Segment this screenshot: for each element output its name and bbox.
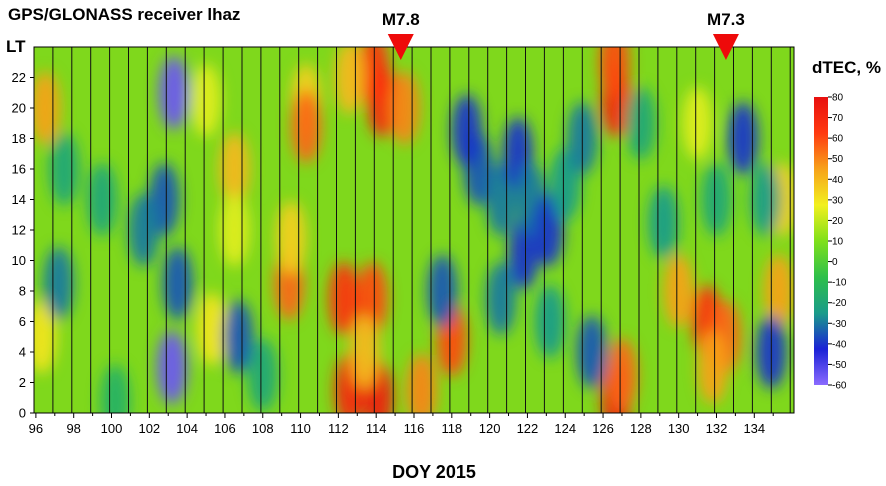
x-tick-label: 122 xyxy=(517,421,539,436)
y-tick-label: 20 xyxy=(12,101,26,116)
colorbar-tick-label: -40 xyxy=(832,339,847,350)
heatmap-feature xyxy=(625,86,657,160)
day-boundary-lines xyxy=(52,47,791,413)
y-tick-label: 16 xyxy=(12,162,26,177)
heatmap-feature xyxy=(34,300,57,374)
colorbar-tick-label: -60 xyxy=(832,381,847,392)
colorbar-tick-label: 30 xyxy=(832,195,844,206)
heatmap-feature xyxy=(451,94,482,168)
earthquake-markers: M7.8 M7.3 xyxy=(382,10,745,60)
heatmap-feature xyxy=(291,89,322,163)
heatmap-feature xyxy=(328,262,360,336)
y-axis-ticks: 0 2 4 6 8 10 12 14 16 18 20 22 xyxy=(12,70,34,421)
heatmap-feature xyxy=(648,185,679,259)
heatmap-feature xyxy=(223,300,254,374)
x-tick-label: 134 xyxy=(743,421,765,436)
heatmap-feature xyxy=(87,162,118,237)
x-tick-label: 112 xyxy=(328,421,349,436)
x-tick-label: 96 xyxy=(29,421,43,436)
x-tick-label: 124 xyxy=(554,421,576,436)
x-tick-label: 100 xyxy=(101,421,123,436)
x-tick-label: 114 xyxy=(366,421,387,436)
colorbar-tick-label: 80 xyxy=(832,93,844,104)
heatmap-feature xyxy=(701,162,732,237)
y-tick-label: 8 xyxy=(19,284,26,299)
heatmap-feature xyxy=(427,254,458,328)
heatmap-feature xyxy=(606,338,638,412)
colorbar xyxy=(814,97,828,385)
heatmap-feature xyxy=(697,330,728,404)
x-tick-label: 116 xyxy=(404,421,425,436)
colorbar-tick-label: 50 xyxy=(832,154,844,165)
heatmap-feature xyxy=(389,71,420,145)
earthquake-marker-icon xyxy=(387,34,414,60)
heatmap-feature xyxy=(682,86,713,160)
heatmap-feature xyxy=(727,101,759,176)
heatmap-feature xyxy=(43,246,74,320)
colorbar-tick-label: -50 xyxy=(832,360,847,371)
heatmap-feature xyxy=(535,284,566,359)
colorbar-tick-label: 40 xyxy=(832,175,844,186)
x-tick-label: 104 xyxy=(176,421,198,436)
colorbar-tick-label: -10 xyxy=(832,278,847,289)
heatmap-feature xyxy=(406,353,437,413)
x-tick-label: 130 xyxy=(668,421,690,436)
heatmap-feature xyxy=(162,246,193,320)
heatmap-feature xyxy=(349,315,380,389)
chart-title: GPS/GLONASS receiver lhaz xyxy=(8,5,240,24)
x-tick-label: 110 xyxy=(290,421,311,436)
heatmap-feature xyxy=(128,193,159,267)
heatmap-feature xyxy=(485,262,517,336)
y-tick-label: 0 xyxy=(19,406,26,421)
colorbar-tick-label: 20 xyxy=(832,216,844,227)
colorbar-tick-label: 60 xyxy=(832,134,844,145)
heatmap-feature xyxy=(576,315,607,389)
x-tick-label: 102 xyxy=(138,421,160,436)
x-axis-ticks: 96 98 100 102 104 106 108 110 112 114 116 118 120 122… xyxy=(29,413,774,436)
earthquake-label: M7.3 xyxy=(707,10,745,29)
heatmap-feature xyxy=(196,292,227,366)
colorbar-ticks: 80 70 60 50 40 30 20 10 0 -10 -20 -30 -40 -50 -60 xyxy=(828,93,847,392)
y-tick-label: 4 xyxy=(19,345,26,360)
heatmap-feature xyxy=(750,162,781,237)
heatmap-feature xyxy=(190,63,222,137)
y-tick-label: 2 xyxy=(19,375,26,390)
colorbar-tick-label: -30 xyxy=(832,319,847,330)
x-tick-label: 120 xyxy=(479,421,501,436)
heatmap-feature xyxy=(49,132,80,206)
y-tick-label: 6 xyxy=(19,314,26,329)
heatmap-feature xyxy=(247,338,278,412)
heatmap-feature xyxy=(158,56,189,130)
x-tick-label: 126 xyxy=(592,421,614,436)
heatmap-feature xyxy=(34,71,61,145)
earthquake-marker-icon xyxy=(712,34,739,60)
y-tick-label: 22 xyxy=(12,70,26,85)
x-tick-label: 128 xyxy=(630,421,652,436)
heatmap-feature xyxy=(100,364,131,413)
earthquake-label: M7.8 xyxy=(382,10,420,29)
x-tick-label: 98 xyxy=(66,421,80,436)
colorbar-tick-label: 70 xyxy=(832,113,844,124)
x-tick-label: 106 xyxy=(214,421,236,436)
x-tick-label: 118 xyxy=(441,421,462,436)
x-axis-label: DOY 2015 xyxy=(392,462,476,482)
colorbar-tick-label: 10 xyxy=(832,237,844,248)
heatmap-feature xyxy=(219,193,250,267)
y-tick-label: 10 xyxy=(12,253,26,268)
heatmap-feature xyxy=(599,47,630,99)
heatmap-feature xyxy=(276,201,307,275)
heatmap-feature xyxy=(334,47,365,115)
y-tick-label: 14 xyxy=(12,192,26,207)
colorbar-label: dTEC, % xyxy=(812,58,881,77)
y-axis-label: LT xyxy=(6,37,26,56)
y-tick-label: 12 xyxy=(12,223,26,238)
heatmap-feature xyxy=(156,330,188,404)
colorbar-tick-label: -20 xyxy=(832,298,847,309)
x-tick-label: 132 xyxy=(706,421,728,436)
x-tick-label: 108 xyxy=(252,421,274,436)
y-tick-label: 18 xyxy=(12,131,26,146)
heatmap-feature xyxy=(663,254,694,328)
colorbar-tick-label: 0 xyxy=(832,257,838,268)
